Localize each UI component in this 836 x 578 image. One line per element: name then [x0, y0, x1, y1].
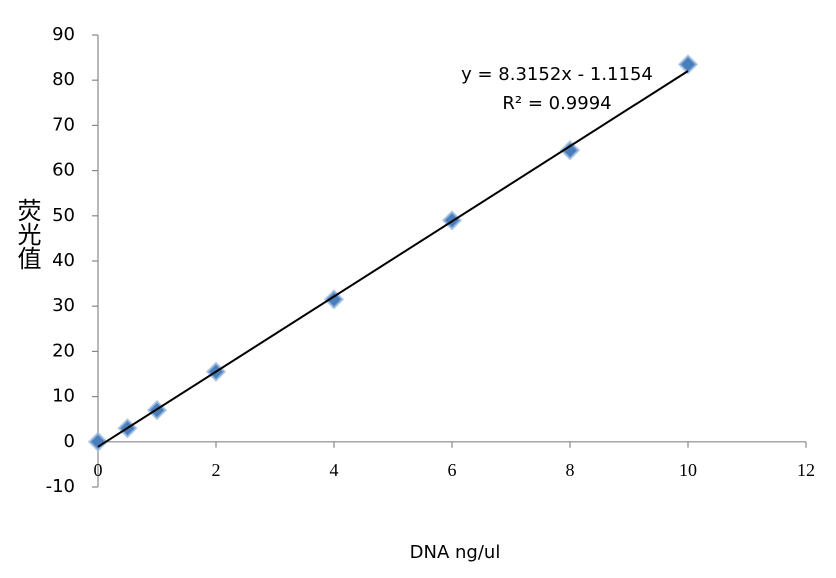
- y-tick-label: 0: [64, 431, 75, 452]
- y-tick-label: 10: [52, 386, 75, 407]
- y-tick-label: 90: [52, 24, 75, 45]
- x-tick-label: 0: [94, 460, 103, 480]
- r-squared: R² = 0.9994: [502, 93, 611, 114]
- x-tick-label: 10: [679, 460, 697, 480]
- y-tick-label: 20: [52, 340, 75, 361]
- y-tick-label: 30: [52, 295, 75, 316]
- data-point: [323, 289, 345, 310]
- y-tick-label: 70: [52, 114, 75, 135]
- y-axis-label: 荧光值: [13, 198, 41, 270]
- y-tick-label: -10: [46, 476, 75, 497]
- x-axis-label: DNA ng/ul: [410, 542, 501, 563]
- data-point: [677, 54, 699, 75]
- data-point: [559, 140, 581, 161]
- x-tick-label: 12: [797, 460, 815, 480]
- y-tick-label: 40: [52, 250, 75, 271]
- x-tick-label: 8: [566, 460, 575, 480]
- trendline-equation: y = 8.3152x - 1.1154: [461, 64, 653, 85]
- trendline: [97, 70, 689, 448]
- y-tick-label: 60: [52, 160, 75, 181]
- x-tick-label: 4: [330, 460, 339, 480]
- y-tick-label: 50: [52, 205, 75, 226]
- x-tick-label: 2: [212, 460, 221, 480]
- y-tick-label: 80: [52, 69, 75, 90]
- data-point: [87, 431, 109, 453]
- x-tick-label: 6: [448, 460, 457, 480]
